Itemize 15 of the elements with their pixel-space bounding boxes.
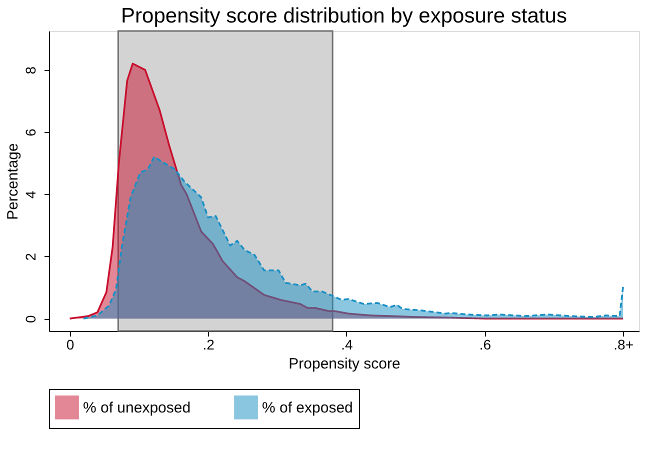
y-axis-title: Percentage <box>4 143 22 220</box>
legend-label: % of unexposed <box>83 399 191 416</box>
x-tick-label: .6 <box>479 336 492 352</box>
x-tick-label: 0 <box>66 336 74 352</box>
y-tick-label: 6 <box>22 128 38 136</box>
x-tick-label: .8+ <box>614 336 634 352</box>
y-tick-label: 4 <box>22 190 38 199</box>
y-tick-label: 0 <box>22 314 38 323</box>
legend-label: % of exposed <box>262 399 353 416</box>
x-axis-title: Propensity score <box>288 356 400 372</box>
chart-title: Propensity score distribution by exposure status <box>121 4 567 28</box>
x-tick-label: .2 <box>202 336 215 352</box>
y-tick-label: 8 <box>22 66 38 74</box>
x-tick-label: .4 <box>341 336 353 352</box>
y-tick-label: 2 <box>22 252 38 261</box>
